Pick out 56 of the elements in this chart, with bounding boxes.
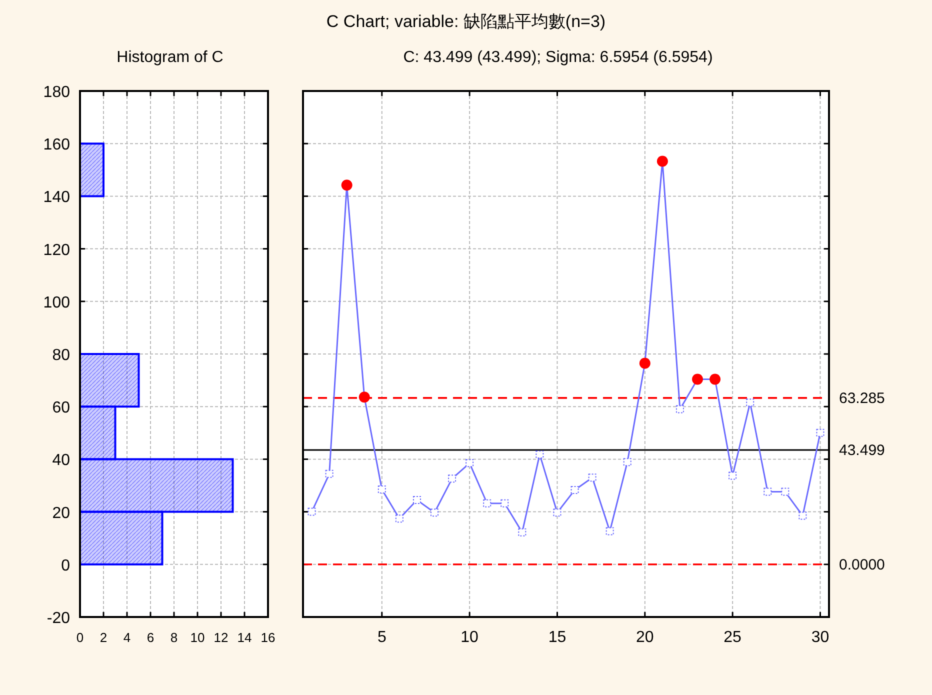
point [308, 508, 316, 516]
point [606, 527, 614, 536]
point [816, 428, 824, 437]
point [781, 488, 790, 496]
point [588, 474, 596, 482]
x-tick-label: 0 [76, 630, 84, 645]
point [325, 470, 334, 478]
y-tick-label: 180 [43, 84, 70, 101]
point [764, 488, 772, 496]
chart-title: C Chart; variable: 缺陷點平均數(n=3) [326, 12, 606, 31]
x-tick-label: 8 [170, 630, 178, 645]
point [466, 459, 474, 468]
ref-line-label: 63.285 [839, 390, 885, 407]
y-tick-label: 0 [61, 557, 70, 574]
point [378, 485, 386, 494]
y-tick-label: 80 [52, 347, 70, 364]
y-tick-label: 120 [43, 242, 70, 259]
y-tick-label: 60 [52, 400, 70, 417]
point [570, 486, 579, 494]
x-tick-label: 20 [636, 629, 654, 646]
x-tick-label: 25 [724, 629, 742, 646]
point [536, 450, 544, 458]
ref-line-label: 0.0000 [839, 556, 885, 574]
y-tick-label: 160 [43, 136, 70, 154]
x-tick-label: 6 [146, 630, 154, 645]
x-tick-label: 10 [190, 630, 205, 645]
y-tick-label: 140 [43, 189, 70, 206]
x-tick-label: 4 [123, 630, 131, 645]
point [676, 405, 684, 414]
point [395, 514, 404, 523]
x-tick-label: 2 [100, 630, 108, 645]
point [553, 508, 562, 517]
x-tick-label: 15 [548, 629, 566, 646]
x-tick-label: 12 [214, 630, 228, 645]
point [798, 512, 807, 520]
x-tick-label: 14 [237, 630, 252, 645]
point [623, 458, 632, 466]
point [500, 499, 509, 508]
point [448, 474, 456, 483]
y-tick-label: -20 [46, 610, 70, 627]
point [746, 398, 754, 407]
point [483, 499, 492, 508]
x-tick-label: 30 [811, 629, 830, 646]
x-tick-label: 5 [377, 629, 386, 646]
point [430, 508, 438, 517]
point [412, 496, 421, 504]
x-tick-label: 16 [260, 630, 276, 645]
chart-title: Histogram of C [116, 49, 224, 66]
y-tick-label: 20 [52, 504, 70, 522]
point [728, 472, 737, 480]
point [518, 528, 526, 536]
chart-subtitle: C: 43.499 (43.499); Sigma: 6.5954 (6.5954) [403, 49, 713, 66]
x-tick-label: 10 [460, 629, 479, 646]
ref-line-label: 43.499 [839, 442, 885, 459]
y-tick-label: 100 [43, 294, 70, 312]
y-tick-label: 40 [52, 452, 70, 470]
